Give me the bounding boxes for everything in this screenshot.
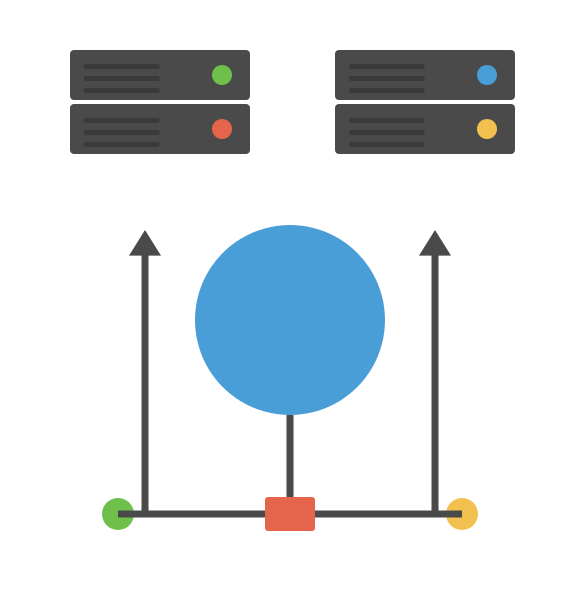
drive-slot — [84, 88, 160, 93]
status-led — [477, 65, 497, 85]
server-left — [70, 50, 250, 154]
status-led — [212, 119, 232, 139]
drive-slot — [349, 142, 425, 147]
server-right — [335, 50, 515, 154]
drive-slot — [84, 130, 160, 135]
drive-slot — [349, 118, 425, 123]
drive-slot — [84, 64, 160, 69]
drive-slot — [84, 142, 160, 147]
network-hub — [265, 497, 315, 531]
arrow-head-icon — [129, 230, 161, 256]
globe-icon — [195, 225, 385, 415]
drive-slot — [349, 64, 425, 69]
status-led — [212, 65, 232, 85]
globe-ocean — [195, 225, 385, 415]
drive-slot — [349, 88, 425, 93]
drive-slot — [84, 118, 160, 123]
drive-slot — [349, 76, 425, 81]
arrow-head-icon — [419, 230, 451, 256]
drive-slot — [349, 130, 425, 135]
status-led — [477, 119, 497, 139]
drive-slot — [84, 76, 160, 81]
